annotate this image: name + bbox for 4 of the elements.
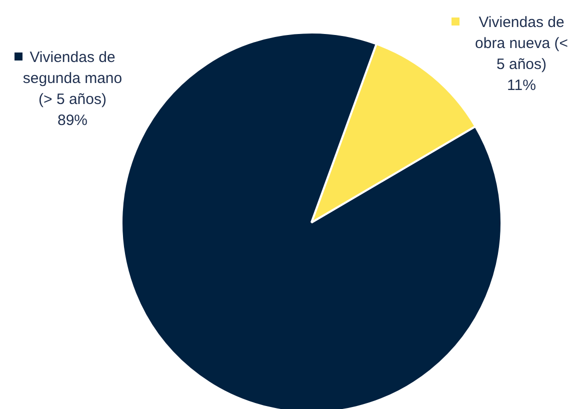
legend-label: Viviendas de obra nueva (< 5 años) (475, 14, 568, 73)
data-label: 89% (57, 112, 88, 129)
data-label: 11% (507, 77, 536, 94)
legend-label: Viviendas de segunda mano (> 5 años) (22, 49, 122, 108)
